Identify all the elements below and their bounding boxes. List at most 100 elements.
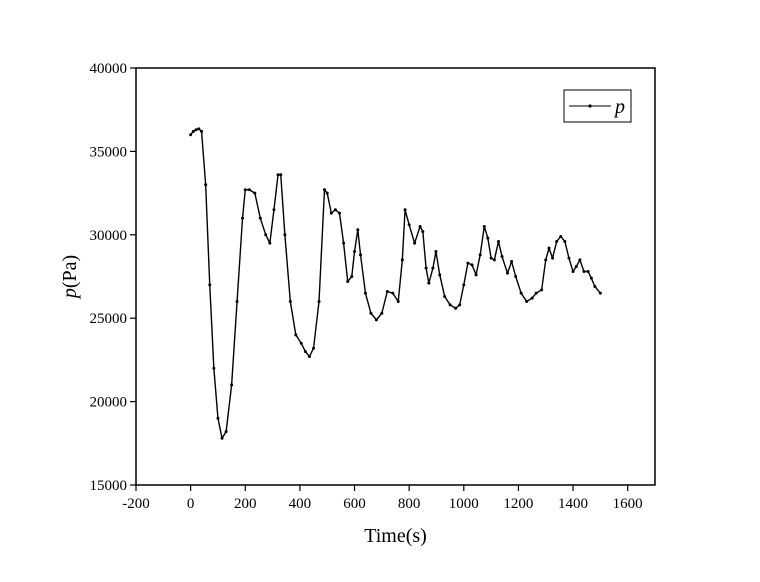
- data-point: [317, 300, 321, 304]
- data-point: [486, 236, 490, 240]
- data-point: [598, 291, 602, 295]
- data-point: [342, 241, 346, 245]
- data-point: [489, 256, 493, 260]
- data-point: [243, 188, 247, 192]
- data-point: [299, 341, 303, 345]
- x-axis: -200 0 200 400 600 800 1000 1200 1400 1600: [122, 485, 643, 512]
- data-point: [530, 296, 534, 300]
- data-point: [333, 208, 337, 212]
- data-point: [208, 283, 212, 287]
- data-point: [544, 258, 548, 262]
- data-point: [220, 436, 224, 440]
- y-tick-label: 15000: [90, 478, 128, 494]
- x-tick-label: 600: [343, 496, 366, 512]
- data-point: [396, 300, 400, 304]
- data-point: [191, 129, 195, 133]
- data-point: [589, 276, 593, 280]
- x-tick-label: 400: [289, 496, 312, 512]
- data-point: [194, 128, 198, 132]
- y-tick-label: 40000: [90, 61, 128, 77]
- data-point: [482, 224, 486, 228]
- data-point: [578, 258, 582, 262]
- data-point: [431, 266, 435, 270]
- data-point: [403, 208, 407, 212]
- data-point: [204, 183, 208, 187]
- data-point: [563, 239, 567, 243]
- x-tick-label: 1600: [613, 496, 643, 512]
- data-point: [230, 383, 234, 387]
- x-tick-label: 200: [234, 496, 257, 512]
- data-point: [200, 129, 204, 133]
- data-point: [505, 271, 509, 275]
- data-point: [418, 224, 422, 228]
- data-point: [571, 270, 575, 273]
- data-point: [363, 291, 367, 295]
- data-point: [350, 275, 354, 278]
- data-point: [359, 253, 363, 257]
- data-point: [216, 416, 220, 420]
- plot-frame: [135, 67, 656, 486]
- data-point: [474, 273, 478, 277]
- y-tick-label: 20000: [90, 395, 128, 411]
- data-point: [235, 300, 239, 304]
- data-point: [224, 430, 228, 434]
- data-point: [380, 311, 384, 315]
- data-point: [454, 306, 458, 310]
- data-point: [391, 291, 395, 295]
- data-point: [470, 263, 474, 267]
- series-line-p: [190, 128, 601, 439]
- data-point: [424, 266, 428, 270]
- data-point: [427, 281, 431, 285]
- data-point: [434, 249, 438, 253]
- y-axis-title-symbol: p: [59, 288, 81, 300]
- x-tick-label: 1200: [503, 496, 533, 512]
- data-point: [325, 191, 329, 195]
- data-point: [555, 239, 559, 243]
- data-point: [307, 355, 311, 359]
- y-axis-title-unit: (Pa): [59, 255, 81, 288]
- data-point: [582, 270, 586, 273]
- legend-marker-sample: [588, 104, 592, 108]
- x-axis-title: Time(s): [364, 525, 427, 547]
- data-point: [421, 229, 425, 233]
- series-layer: [189, 127, 602, 440]
- data-point: [294, 333, 298, 337]
- y-tick-label: 35000: [90, 144, 128, 160]
- data-point: [448, 303, 452, 307]
- x-tick-label: 1400: [558, 496, 588, 512]
- data-point: [525, 300, 529, 304]
- data-point: [514, 275, 518, 278]
- data-point: [593, 285, 597, 289]
- data-point: [400, 258, 404, 262]
- data-point: [353, 249, 357, 253]
- y-axis-title: p(Pa): [59, 255, 81, 300]
- y-tick-label: 25000: [90, 311, 128, 327]
- data-point: [253, 191, 257, 195]
- data-point: [407, 223, 411, 227]
- data-point: [496, 239, 500, 243]
- legend-label: p: [613, 96, 625, 118]
- data-point: [385, 290, 389, 294]
- data-point: [574, 264, 578, 268]
- data-point: [500, 254, 504, 258]
- data-point: [413, 241, 417, 245]
- data-point: [329, 211, 333, 215]
- x-tick-label: 0: [187, 496, 195, 512]
- data-point: [322, 188, 326, 192]
- data-point: [519, 291, 523, 295]
- data-point: [458, 303, 462, 307]
- data-point: [547, 246, 551, 250]
- data-point: [279, 173, 283, 177]
- data-point: [276, 173, 280, 177]
- data-point: [466, 261, 470, 265]
- data-point: [551, 256, 555, 260]
- legend: p: [563, 89, 632, 123]
- data-point: [268, 241, 272, 245]
- y-tick-label: 30000: [90, 228, 128, 244]
- data-point: [212, 366, 216, 370]
- data-point: [197, 127, 201, 131]
- data-point: [288, 300, 292, 304]
- plot-area-border: [135, 67, 656, 486]
- data-point: [272, 208, 276, 212]
